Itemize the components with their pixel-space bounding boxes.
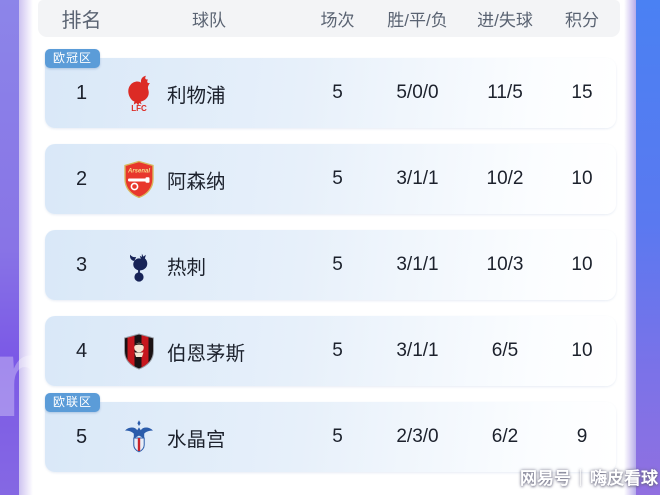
zone-badge-europa-league: 欧联区 [45,393,101,412]
liverpool-crest-icon: LFC [128,75,150,112]
points-value: 10 [571,340,593,361]
tottenham-crest-icon [129,253,148,282]
table-header-row: 排名 球队 场次 胜/平/负 进/失球 积分 [38,0,620,37]
goals-value: 10/3 [486,254,524,275]
arsenal-crest-icon: Arsenal [124,160,154,198]
zone-badge-champions-league: 欧冠区 [45,49,101,68]
table-row-tottenham[interactable]: 3 热刺 5 3/1/1 10/3 10 [45,230,616,300]
standings-table: 排名 球队 场次 胜/平/负 进/失球 积分 欧冠区 1 LFC 利物浦 5 [38,0,620,472]
header-matches: 场次 [320,11,355,30]
matches-value: 5 [332,426,343,447]
header-rank: 排名 [61,10,102,32]
wdl-value: 2/3/0 [396,426,439,447]
goals-value: 6/5 [491,340,519,361]
matches-value: 5 [332,254,343,275]
wdl-value: 3/1/1 [396,254,439,275]
table-row-liverpool[interactable]: 欧冠区 1 LFC 利物浦 5 5/0/0 11/5 15 [45,49,616,128]
header-team: 球队 [192,11,226,30]
rank-value: 2 [75,167,88,190]
matches-value: 5 [332,168,343,189]
svg-text:Arsenal: Arsenal [127,169,150,175]
table-row-crystal-palace[interactable]: 欧联区 5 水晶宫 5 2/3/0 6/2 9 [45,393,616,472]
team-name: 阿森纳 [167,170,226,193]
table-row-bournemouth[interactable]: 4 [45,316,616,386]
points-value: 9 [576,426,588,447]
table-row-arsenal[interactable]: 2 Arsenal 阿森纳 5 3/1/1 10/2 10 [45,144,616,214]
matches-value: 5 [332,340,343,361]
background-frame-right [636,0,660,495]
rank-value: 5 [75,425,88,448]
team-name: 伯恩茅斯 [167,342,246,365]
goals-value: 6/2 [491,426,519,447]
watermark-account: 嗨皮看球 [590,469,658,488]
crystal-palace-crest-icon [125,420,153,453]
wdl-value: 5/0/0 [396,82,439,103]
svg-text:LFC: LFC [131,104,147,112]
watermark-source: 网易号 [520,469,571,488]
matches-value: 5 [332,82,343,103]
team-name: 热刺 [167,256,207,279]
header-goals: 进/失球 [477,11,533,30]
wdl-value: 3/1/1 [396,340,439,361]
background-frame-left-inner [19,0,33,495]
background-frame-right-inner [624,0,636,495]
rank-value: 1 [75,81,88,104]
points-value: 10 [571,254,593,275]
table-body: 欧冠区 1 LFC 利物浦 5 5/0/0 11/5 15 2 [38,49,620,472]
team-name: 利物浦 [167,84,226,107]
goals-value: 11/5 [487,82,523,103]
points-value: 10 [571,168,593,189]
goals-value: 10/2 [486,168,524,189]
publisher-watermark: 网易号 ｜ 嗨皮看球 [520,464,658,489]
header-wdl: 胜/平/负 [387,11,448,30]
wdl-value: 3/1/1 [396,168,439,189]
background-frame-left [0,0,19,495]
points-value: 15 [571,82,593,103]
rank-value: 4 [75,339,88,362]
watermark-divider: ｜ [572,469,589,488]
rank-value: 3 [75,253,88,276]
header-points: 积分 [565,11,599,30]
bournemouth-crest-icon [124,333,154,370]
team-name: 水晶宫 [167,428,226,451]
